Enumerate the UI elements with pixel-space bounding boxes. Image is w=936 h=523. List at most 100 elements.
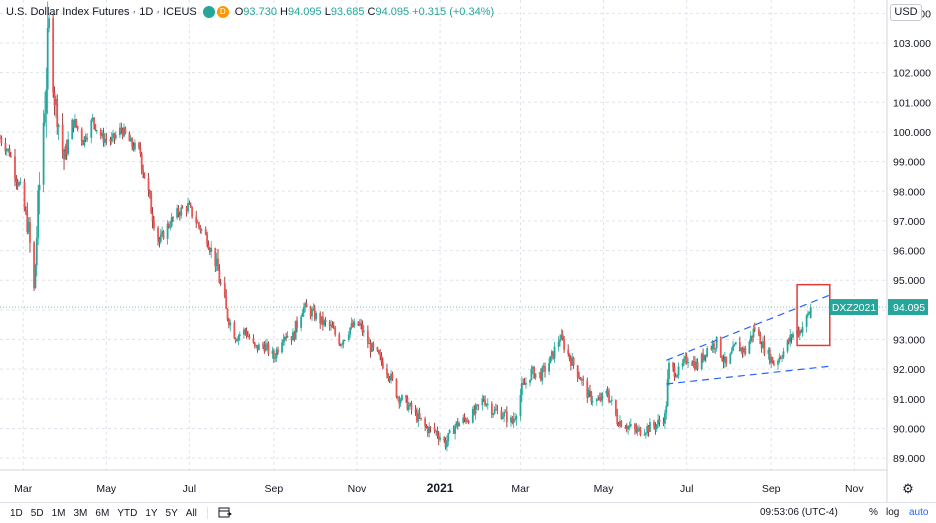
candle-body [597, 399, 600, 401]
candle-body [169, 226, 172, 228]
candle-body [312, 308, 315, 310]
candle-body [807, 313, 809, 316]
symbol-tag [830, 299, 878, 316]
candle-body [61, 124, 64, 151]
candle-body [446, 441, 448, 448]
auto-scale-toggle[interactable]: auto [909, 507, 929, 518]
calendar-goto-icon[interactable] [214, 506, 236, 521]
range-all[interactable]: All [185, 507, 197, 519]
candle-body [465, 419, 467, 422]
gear-icon[interactable]: ⚙ [902, 481, 914, 496]
candle-body [124, 127, 127, 134]
range-1m[interactable]: 1M [51, 507, 66, 519]
y-tick-label: 89.000 [893, 453, 925, 465]
candle-body [433, 427, 436, 431]
candle-body [233, 322, 236, 339]
candle-body [568, 353, 571, 359]
candle-body [105, 138, 108, 140]
candle-body [674, 376, 677, 378]
candle-body [426, 427, 429, 434]
candle-body [477, 404, 480, 406]
candle-body [119, 127, 121, 136]
candle-body [381, 361, 384, 369]
candle-body [379, 353, 382, 356]
candle-body [4, 143, 7, 152]
candle-body [808, 311, 811, 314]
candle-body [362, 330, 365, 333]
range-5d[interactable]: 5D [30, 507, 44, 519]
candle-body [27, 222, 30, 232]
highlight-box[interactable] [796, 283, 831, 347]
drawing-annotations[interactable] [666, 283, 831, 385]
candle-body [296, 320, 298, 328]
candle-body [627, 426, 630, 430]
candle-body [576, 365, 579, 378]
candle-body [387, 374, 390, 379]
x-tick-label: May [96, 483, 117, 495]
range-1y[interactable]: 1Y [145, 507, 158, 519]
candle-body [496, 409, 499, 411]
candle-body [161, 231, 164, 235]
range-5y[interactable]: 5Y [165, 507, 178, 519]
candle-body [743, 348, 745, 353]
candle-body [353, 321, 356, 327]
candle-body [471, 409, 474, 423]
candle-body [495, 409, 497, 411]
clock-time[interactable]: 09:53:06 (UTC-4) [760, 507, 838, 518]
symbol-title[interactable]: U.S. Dollar Index Futures · 1D · ICEUS [6, 6, 197, 18]
candle-body [281, 342, 283, 353]
candle-body [242, 329, 245, 335]
candle-body [664, 413, 666, 424]
candle-body [159, 234, 162, 242]
range-ytd[interactable]: YTD [117, 507, 138, 519]
range-1d[interactable]: 1D [10, 507, 23, 519]
candle-body [447, 433, 450, 442]
percent-scale-toggle[interactable]: % [869, 507, 878, 518]
candle-body [23, 181, 26, 210]
candle-body [86, 137, 89, 140]
candle-body [714, 348, 717, 350]
candle-body [473, 409, 476, 414]
high-label: H [280, 6, 288, 18]
candle-body [748, 341, 751, 354]
candle-body [74, 119, 76, 128]
candle-body [18, 182, 20, 186]
candle-body [238, 334, 241, 336]
candle-body [380, 355, 383, 362]
candle-body [703, 354, 706, 361]
candle-body [302, 306, 305, 313]
candle-body [132, 146, 135, 150]
candle-body [655, 424, 658, 430]
candle-body [520, 383, 523, 395]
candle-body [223, 282, 226, 297]
candle-body [339, 344, 342, 346]
range-3m[interactable]: 3M [73, 507, 88, 519]
close-value: 94.095 [375, 6, 410, 18]
candle-body [369, 343, 372, 352]
candle-body [15, 178, 18, 183]
candle-body [300, 316, 303, 328]
price-axis[interactable]: 89.00090.00091.00092.00093.00094.00095.0… [886, 0, 931, 502]
candle-body [253, 342, 256, 346]
range-6m[interactable]: 6M [95, 507, 110, 519]
candle-body [732, 345, 734, 352]
candle-body [647, 426, 650, 433]
candle-body [685, 356, 688, 364]
candle-body [475, 404, 478, 406]
candle-body [744, 348, 747, 354]
candle-body [591, 401, 594, 403]
candle-body [572, 357, 575, 366]
candle-body [368, 343, 371, 345]
trendline[interactable] [666, 294, 830, 361]
candle-body [38, 184, 41, 191]
delayed-data-icon: D [216, 6, 229, 18]
time-axis[interactable]: Mar May Jul Sep Nov 2021 Mar May Jul Sep Nov [0, 469, 887, 495]
trendline[interactable] [666, 365, 830, 385]
log-scale-toggle[interactable]: log [886, 507, 900, 518]
currency-button[interactable]: USD [890, 4, 922, 21]
candle-body [236, 340, 238, 342]
candle-body [417, 413, 420, 422]
candle-body [99, 130, 102, 137]
candle-body [320, 316, 323, 324]
